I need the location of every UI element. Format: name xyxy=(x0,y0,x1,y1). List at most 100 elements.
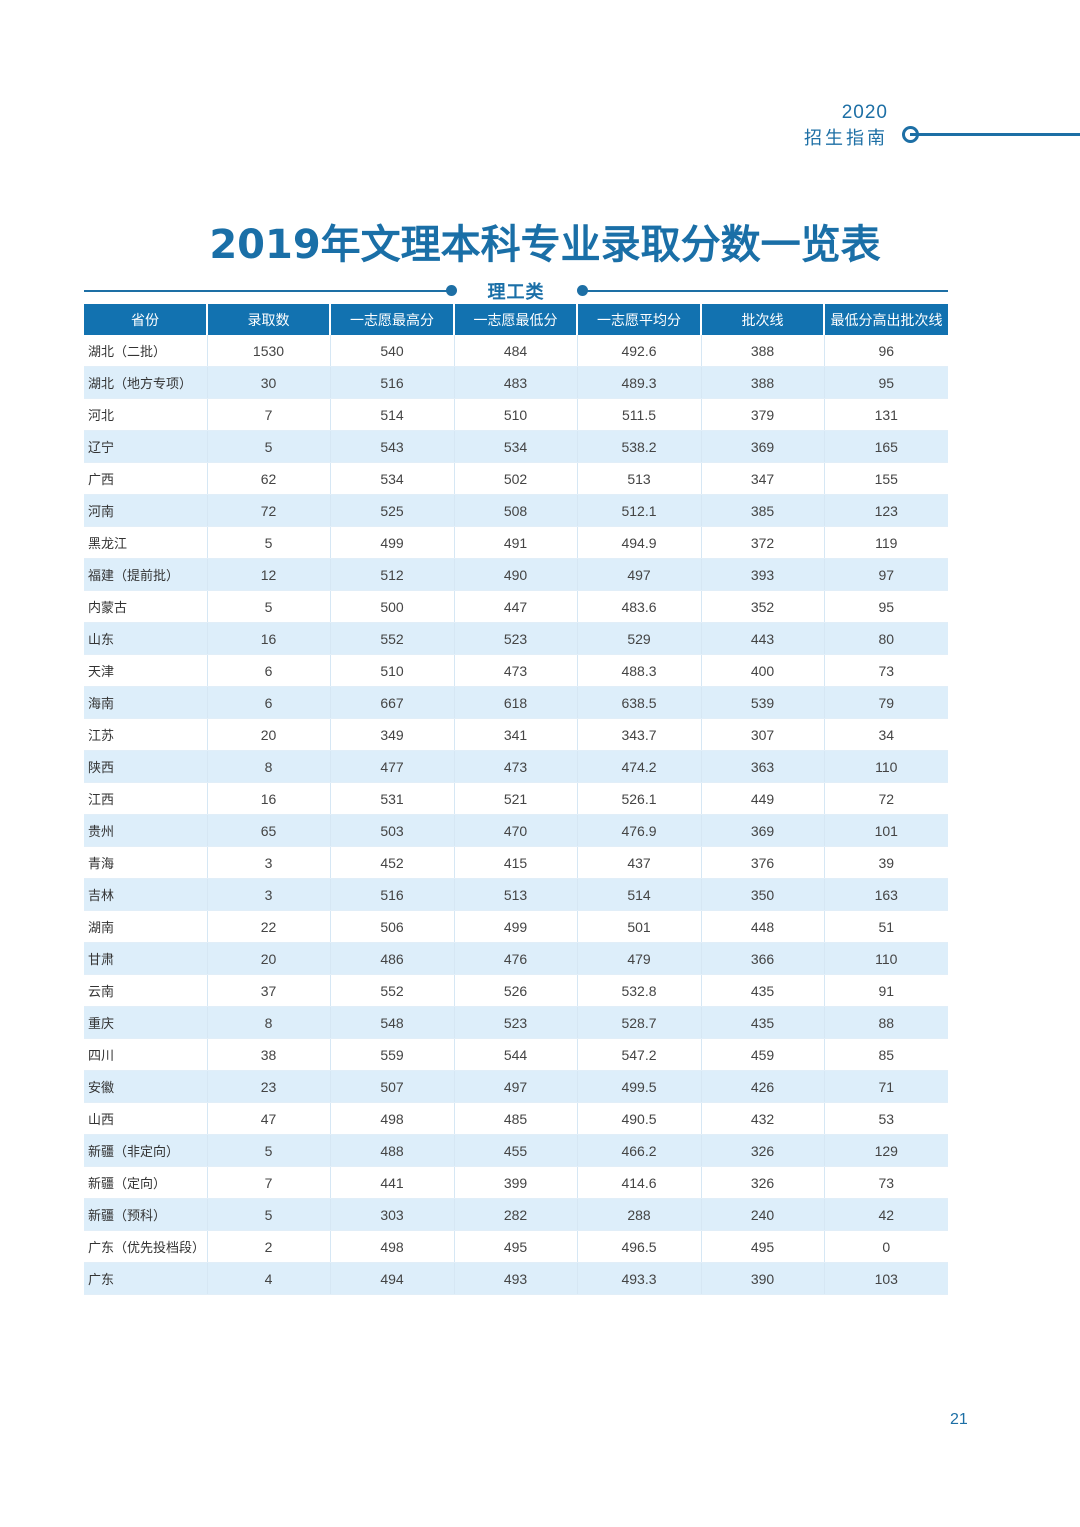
cell-province: 湖北（二批） xyxy=(84,335,208,367)
cell-avg-score: 511.5 xyxy=(577,398,702,431)
cell-max-score: 503 xyxy=(330,814,455,847)
table-row: 吉林 3 516 513 514 350 163 xyxy=(84,878,948,911)
cell-admitted: 5 xyxy=(207,1198,331,1231)
cell-above-line: 95 xyxy=(824,590,948,623)
cell-min-score: 491 xyxy=(454,526,578,559)
cell-min-score: 455 xyxy=(454,1134,578,1167)
cell-batch-line: 400 xyxy=(701,654,825,687)
cell-min-score: 484 xyxy=(454,335,578,367)
cell-province: 安徽 xyxy=(84,1070,208,1103)
cell-max-score: 488 xyxy=(330,1134,455,1167)
table-row: 湖南 22 506 499 501 448 51 xyxy=(84,910,948,943)
cell-province: 甘肃 xyxy=(84,942,208,975)
cell-above-line: 53 xyxy=(824,1102,948,1135)
cell-province: 云南 xyxy=(84,974,208,1007)
section-heading: 理工类 xyxy=(84,278,948,304)
table-row: 海南 6 667 618 638.5 539 79 xyxy=(84,686,948,719)
cell-avg-score: 488.3 xyxy=(577,654,702,687)
cell-admitted: 72 xyxy=(207,494,331,527)
cell-max-score: 552 xyxy=(330,622,455,655)
cell-min-score: 483 xyxy=(454,366,578,399)
cell-batch-line: 390 xyxy=(701,1262,825,1295)
cell-avg-score: 288 xyxy=(577,1198,702,1231)
cell-admitted: 3 xyxy=(207,846,331,879)
cell-batch-line: 347 xyxy=(701,462,825,495)
cell-above-line: 95 xyxy=(824,366,948,399)
cell-batch-line: 240 xyxy=(701,1198,825,1231)
cell-above-line: 72 xyxy=(824,782,948,815)
cell-max-score: 452 xyxy=(330,846,455,879)
cell-avg-score: 437 xyxy=(577,846,702,879)
cell-min-score: 497 xyxy=(454,1070,578,1103)
cell-admitted: 37 xyxy=(207,974,331,1007)
cell-batch-line: 372 xyxy=(701,526,825,559)
cell-province: 天津 xyxy=(84,654,208,687)
cell-avg-score: 483.6 xyxy=(577,590,702,623)
cell-admitted: 47 xyxy=(207,1102,331,1135)
cell-avg-score: 538.2 xyxy=(577,430,702,463)
cell-batch-line: 307 xyxy=(701,718,825,751)
cell-min-score: 476 xyxy=(454,942,578,975)
cell-admitted: 5 xyxy=(207,590,331,623)
cell-avg-score: 547.2 xyxy=(577,1038,702,1071)
cell-min-score: 508 xyxy=(454,494,578,527)
cell-max-score: 510 xyxy=(330,654,455,687)
cell-above-line: 91 xyxy=(824,974,948,1007)
cell-province: 广西 xyxy=(84,462,208,495)
cell-avg-score: 638.5 xyxy=(577,686,702,719)
cell-avg-score: 492.6 xyxy=(577,335,702,367)
cell-province: 湖南 xyxy=(84,910,208,943)
column-header-above-line: 最低分高出批次线 xyxy=(824,304,948,335)
cell-batch-line: 449 xyxy=(701,782,825,815)
cell-avg-score: 497 xyxy=(577,558,702,591)
cell-batch-line: 352 xyxy=(701,590,825,623)
cell-above-line: 119 xyxy=(824,526,948,559)
cell-batch-line: 388 xyxy=(701,335,825,367)
cell-avg-score: 528.7 xyxy=(577,1006,702,1039)
cell-max-score: 525 xyxy=(330,494,455,527)
table-row: 四川 38 559 544 547.2 459 85 xyxy=(84,1038,948,1071)
cell-min-score: 415 xyxy=(454,846,578,879)
cell-avg-score: 414.6 xyxy=(577,1166,702,1199)
cell-avg-score: 512.1 xyxy=(577,494,702,527)
cell-avg-score: 526.1 xyxy=(577,782,702,815)
table-row: 甘肃 20 486 476 479 366 110 xyxy=(84,942,948,975)
dot-icon xyxy=(446,285,457,296)
header-divider xyxy=(910,133,1080,136)
cell-admitted: 16 xyxy=(207,782,331,815)
cell-admitted: 38 xyxy=(207,1038,331,1071)
cell-avg-score: 494.9 xyxy=(577,526,702,559)
cell-min-score: 485 xyxy=(454,1102,578,1135)
cell-admitted: 16 xyxy=(207,622,331,655)
cell-min-score: 526 xyxy=(454,974,578,1007)
cell-batch-line: 369 xyxy=(701,814,825,847)
cell-above-line: 129 xyxy=(824,1134,948,1167)
cell-batch-line: 385 xyxy=(701,494,825,527)
cell-admitted: 7 xyxy=(207,1166,331,1199)
cell-min-score: 282 xyxy=(454,1198,578,1231)
table-row: 广东 4 494 493 493.3 390 103 xyxy=(84,1262,948,1295)
cell-min-score: 341 xyxy=(454,718,578,751)
cell-admitted: 30 xyxy=(207,366,331,399)
cell-min-score: 523 xyxy=(454,1006,578,1039)
cell-batch-line: 432 xyxy=(701,1102,825,1135)
cell-province: 山西 xyxy=(84,1102,208,1135)
table-row: 陕西 8 477 473 474.2 363 110 xyxy=(84,750,948,783)
cell-batch-line: 369 xyxy=(701,430,825,463)
table-row: 山西 47 498 485 490.5 432 53 xyxy=(84,1102,948,1135)
table-row: 福建（提前批） 12 512 490 497 393 97 xyxy=(84,558,948,591)
cell-above-line: 80 xyxy=(824,622,948,655)
table-row: 新疆（非定向） 5 488 455 466.2 326 129 xyxy=(84,1134,948,1167)
column-header-avg-score: 一志愿平均分 xyxy=(577,304,702,335)
cell-batch-line: 539 xyxy=(701,686,825,719)
cell-province: 山东 xyxy=(84,622,208,655)
cell-min-score: 470 xyxy=(454,814,578,847)
table-row: 湖北（二批） 1530 540 484 492.6 388 96 xyxy=(84,335,948,367)
table-header-row: 省份 录取数 一志愿最高分 一志愿最低分 一志愿平均分 批次线 最低分高出批次线 xyxy=(84,304,948,335)
cell-min-score: 473 xyxy=(454,750,578,783)
table-row: 天津 6 510 473 488.3 400 73 xyxy=(84,654,948,687)
section-label: 理工类 xyxy=(487,282,545,303)
table-row: 云南 37 552 526 532.8 435 91 xyxy=(84,974,948,1007)
cell-admitted: 22 xyxy=(207,910,331,943)
cell-avg-score: 489.3 xyxy=(577,366,702,399)
